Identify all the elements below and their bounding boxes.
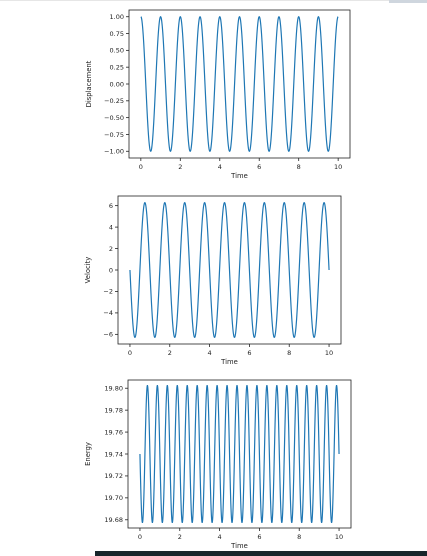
x-tick-label: 10	[334, 163, 342, 171]
x-tick-label: 4	[218, 163, 222, 171]
y-tick-label: 0.25	[110, 63, 124, 71]
subplot-3: 0 2 4 6 8 10 19.80 19.78 19.76 19.74 19.72 19.70 19.…	[84, 379, 352, 550]
x-tick-label: 0	[139, 163, 143, 171]
y-tick-label: −4	[103, 309, 113, 317]
series-line	[129, 201, 330, 339]
series-line	[140, 16, 339, 152]
x-axis-label: Time	[230, 172, 248, 180]
bottom-status-bar	[95, 551, 427, 556]
y-tick-label: −2	[103, 288, 113, 296]
x-tick-label: 0	[138, 533, 142, 541]
subplot-2: 0 2 4 6 8 10 6 4 2 0 −2 −4 −6 Time Velocity	[84, 195, 342, 366]
x-tick-label: 8	[287, 349, 291, 357]
x-tick-label: 10	[325, 349, 333, 357]
x-axis-label: Time	[230, 542, 248, 550]
x-tick-label: 8	[297, 533, 301, 541]
x-tick-label: 4	[208, 349, 212, 357]
x-tick-label: 6	[257, 533, 261, 541]
y-axis-label: Velocity	[84, 257, 92, 284]
x-tick-label: 4	[218, 533, 222, 541]
y-tick-label: 0.75	[110, 30, 124, 38]
window-top-border	[0, 0, 427, 1]
y-tick-label: 0.00	[110, 80, 124, 88]
y-tick-label: −6	[103, 331, 113, 339]
y-tick-label: −0.75	[104, 131, 124, 139]
y-tick-label: 19.68	[104, 516, 123, 524]
subplot-1: 0 2 4 6 8 10 1.00 0.75 0.50 0.25 0.00 −0.25 −0.50 −0.…	[85, 9, 351, 180]
x-axis-label: Time	[220, 358, 238, 366]
y-tick-label: 19.70	[104, 494, 123, 502]
x-tick-label: 2	[178, 533, 182, 541]
y-tick-label: 0.50	[110, 47, 124, 55]
y-tick-label: 4	[109, 223, 113, 231]
y-tick-label: 19.76	[104, 428, 123, 436]
y-tick-label: 2	[109, 245, 113, 253]
y-tick-label: −0.50	[104, 114, 124, 122]
x-tick-label: 2	[168, 349, 172, 357]
x-tick-label: 6	[257, 163, 261, 171]
x-tick-label: 10	[335, 533, 343, 541]
x-tick-label: 6	[247, 349, 251, 357]
series-line	[139, 384, 340, 524]
y-tick-label: 6	[109, 202, 113, 210]
y-tick-label: 0	[109, 266, 113, 274]
y-axis-label: Energy	[84, 442, 92, 466]
y-tick-label: −1.00	[104, 148, 124, 156]
x-tick-label: 8	[297, 163, 301, 171]
x-tick-label: 0	[128, 349, 132, 357]
y-tick-label: 19.78	[104, 406, 123, 414]
y-axis-label: Displacement	[85, 60, 93, 107]
y-tick-label: −0.25	[104, 97, 124, 105]
x-tick-label: 2	[178, 163, 182, 171]
y-tick-label: 19.72	[104, 472, 123, 480]
toolbar-edge	[389, 0, 427, 3]
y-tick-label: 19.80	[104, 385, 123, 393]
y-tick-label: 19.74	[104, 450, 123, 458]
y-tick-label: 1.00	[110, 13, 124, 21]
